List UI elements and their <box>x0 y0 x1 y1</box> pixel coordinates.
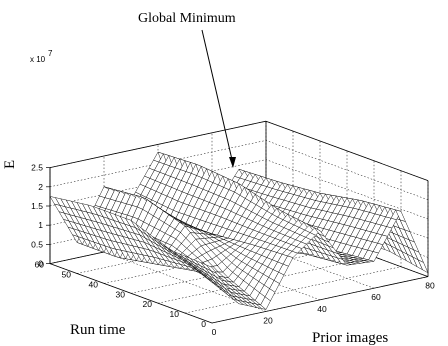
y-axis-label: Run time <box>70 322 126 338</box>
x-tick-label: 60 <box>371 292 381 302</box>
surface-cell <box>417 259 429 274</box>
x-tick-label: 20 <box>263 315 273 325</box>
y-tick-label: 30 <box>116 289 126 299</box>
grid-line-z <box>49 120 429 181</box>
y-tick-label: 10 <box>170 309 180 319</box>
annotation-arrowhead <box>229 157 236 168</box>
x-tick-label: 80 <box>425 281 435 291</box>
x-tick-label: 0 <box>212 327 217 337</box>
grid-line-z <box>49 159 429 220</box>
z-tick-label: 2 <box>38 182 43 192</box>
z-tick-label: 2.5 <box>31 163 43 173</box>
global-minimum-annotation: Global Minimum <box>138 11 236 26</box>
x-axis-label: Prior images <box>312 330 388 346</box>
back-edge-top <box>49 120 267 168</box>
z-tick-label: 0.5 <box>31 239 43 249</box>
z-exponent: 7 <box>48 49 53 58</box>
z-tick-label: 1 <box>38 220 43 230</box>
x-tick-label: 40 <box>317 304 327 314</box>
z-tick-label: 1.5 <box>31 201 43 211</box>
z-axis-label: E <box>2 160 18 169</box>
z-multiplier: x 10 <box>30 55 46 64</box>
annotation-arrow-line <box>201 29 234 165</box>
z-tick-label: 0 <box>38 259 43 269</box>
y-tick-label: 20 <box>143 299 153 309</box>
grid-line-y <box>211 180 429 324</box>
y-tick-label: 60 <box>35 260 45 270</box>
y-tick-label: 50 <box>62 270 72 280</box>
y-tick-label: 0 <box>201 319 206 329</box>
surface-mesh <box>49 151 429 310</box>
y-tick-label: 40 <box>89 279 99 289</box>
